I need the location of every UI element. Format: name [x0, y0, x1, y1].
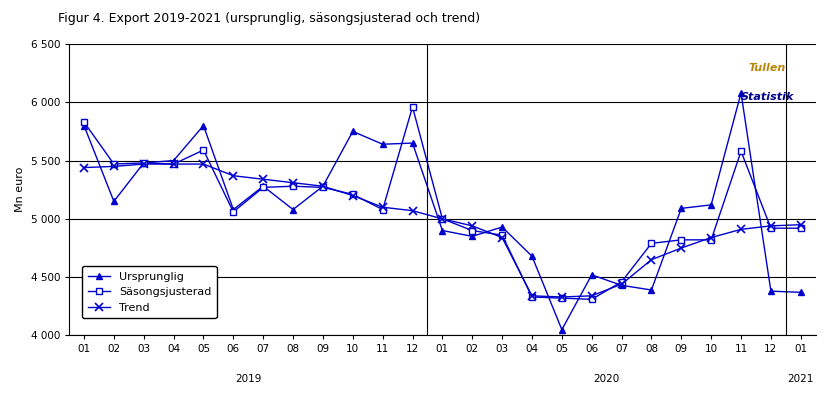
Ursprunglig — [647, 287, 656, 292]
Säsongsjusterad — [796, 226, 806, 231]
Säsongsjusterad — [288, 184, 298, 189]
Trend — [766, 223, 776, 228]
Y-axis label: Mn euro: Mn euro — [15, 167, 25, 213]
Säsongsjusterad — [377, 207, 387, 212]
Ursprunglig — [676, 206, 686, 211]
Trend — [437, 216, 447, 221]
Ursprunglig — [258, 184, 268, 189]
Ursprunglig — [348, 129, 358, 134]
Ursprunglig — [407, 141, 417, 146]
Text: Tullen: Tullen — [749, 63, 786, 73]
Trend — [676, 245, 686, 250]
Säsongsjusterad — [736, 149, 746, 154]
Ursprunglig — [736, 90, 746, 95]
Säsongsjusterad — [497, 233, 507, 238]
Ursprunglig — [557, 327, 567, 332]
Text: 2020: 2020 — [593, 374, 620, 384]
Trend — [79, 165, 89, 170]
Säsongsjusterad — [407, 104, 417, 109]
Line: Ursprunglig: Ursprunglig — [81, 90, 804, 333]
Säsongsjusterad — [318, 185, 328, 190]
Text: 2021: 2021 — [788, 374, 814, 384]
Ursprunglig — [288, 207, 298, 212]
Trend — [467, 223, 477, 228]
Ursprunglig — [139, 161, 149, 166]
Text: 2019: 2019 — [235, 374, 262, 384]
Säsongsjusterad — [258, 185, 268, 190]
Ursprunglig — [169, 158, 179, 163]
Ursprunglig — [796, 290, 806, 295]
Ursprunglig — [199, 123, 209, 128]
Säsongsjusterad — [348, 192, 358, 197]
Säsongsjusterad — [676, 238, 686, 243]
Trend — [258, 177, 268, 182]
Säsongsjusterad — [647, 241, 656, 246]
Säsongsjusterad — [229, 209, 238, 214]
Säsongsjusterad — [706, 238, 716, 243]
Säsongsjusterad — [79, 119, 89, 124]
Säsongsjusterad — [169, 161, 179, 166]
Trend — [348, 193, 358, 198]
Trend — [318, 184, 328, 189]
Trend — [587, 293, 597, 298]
Ursprunglig — [527, 254, 537, 259]
Text: Statistik: Statistik — [740, 92, 794, 102]
Line: Säsongsjusterad: Säsongsjusterad — [81, 104, 804, 302]
Ursprunglig — [467, 234, 477, 239]
Ursprunglig — [318, 184, 328, 189]
Text: Figur 4. Export 2019-2021 (ursprunglig, säsongsjusterad och trend): Figur 4. Export 2019-2021 (ursprunglig, … — [58, 12, 480, 25]
Trend — [199, 161, 209, 166]
Ursprunglig — [706, 202, 716, 207]
Trend — [377, 205, 387, 210]
Ursprunglig — [497, 225, 507, 230]
Trend — [407, 208, 417, 213]
Säsongsjusterad — [587, 297, 597, 302]
Säsongsjusterad — [199, 148, 209, 153]
Trend — [617, 282, 627, 287]
Trend — [109, 164, 119, 169]
Ursprunglig — [766, 289, 776, 294]
Trend — [796, 222, 806, 227]
Trend — [169, 161, 179, 166]
Ursprunglig — [437, 228, 447, 233]
Säsongsjusterad — [527, 295, 537, 300]
Trend — [229, 173, 238, 178]
Ursprunglig — [109, 199, 119, 204]
Legend: Ursprunglig, Säsongsjusterad, Trend: Ursprunglig, Säsongsjusterad, Trend — [82, 266, 217, 318]
Trend — [557, 295, 567, 300]
Ursprunglig — [377, 142, 387, 147]
Säsongsjusterad — [467, 228, 477, 233]
Ursprunglig — [79, 123, 89, 128]
Trend — [736, 227, 746, 232]
Line: Trend: Trend — [81, 160, 804, 301]
Säsongsjusterad — [109, 161, 119, 166]
Trend — [497, 235, 507, 240]
Ursprunglig — [587, 272, 597, 277]
Säsongsjusterad — [437, 216, 447, 221]
Säsongsjusterad — [557, 296, 567, 301]
Trend — [288, 180, 298, 185]
Trend — [706, 235, 716, 240]
Ursprunglig — [229, 207, 238, 212]
Säsongsjusterad — [139, 161, 149, 166]
Trend — [647, 257, 656, 262]
Trend — [139, 161, 149, 166]
Säsongsjusterad — [617, 279, 627, 284]
Ursprunglig — [617, 283, 627, 288]
Trend — [527, 293, 537, 298]
Säsongsjusterad — [766, 226, 776, 231]
